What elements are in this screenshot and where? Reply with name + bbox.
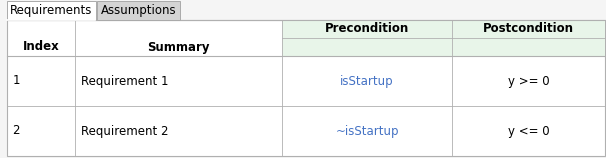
- Text: 2: 2: [13, 125, 20, 137]
- Text: isStartup: isStartup: [341, 75, 394, 88]
- Text: Requirement 2: Requirement 2: [81, 125, 169, 137]
- Bar: [97, 1, 180, 20]
- Text: Summary: Summary: [147, 40, 210, 54]
- Text: ~isStartup: ~isStartup: [335, 125, 399, 137]
- Bar: [7, 20, 605, 156]
- Text: Assumptions: Assumptions: [101, 4, 176, 17]
- Text: Requirements: Requirements: [10, 4, 92, 17]
- Text: 1: 1: [13, 75, 20, 88]
- Bar: [453, 38, 605, 56]
- Text: Precondition: Precondition: [325, 22, 409, 36]
- Bar: [282, 20, 453, 38]
- Bar: [7, 1, 96, 20]
- Bar: [453, 20, 605, 38]
- Bar: [282, 38, 453, 56]
- Text: Postcondition: Postcondition: [483, 22, 574, 36]
- Text: Index: Index: [22, 40, 59, 54]
- Text: y >= 0: y >= 0: [508, 75, 550, 88]
- Text: Requirement 1: Requirement 1: [81, 75, 169, 88]
- Text: y <= 0: y <= 0: [508, 125, 550, 137]
